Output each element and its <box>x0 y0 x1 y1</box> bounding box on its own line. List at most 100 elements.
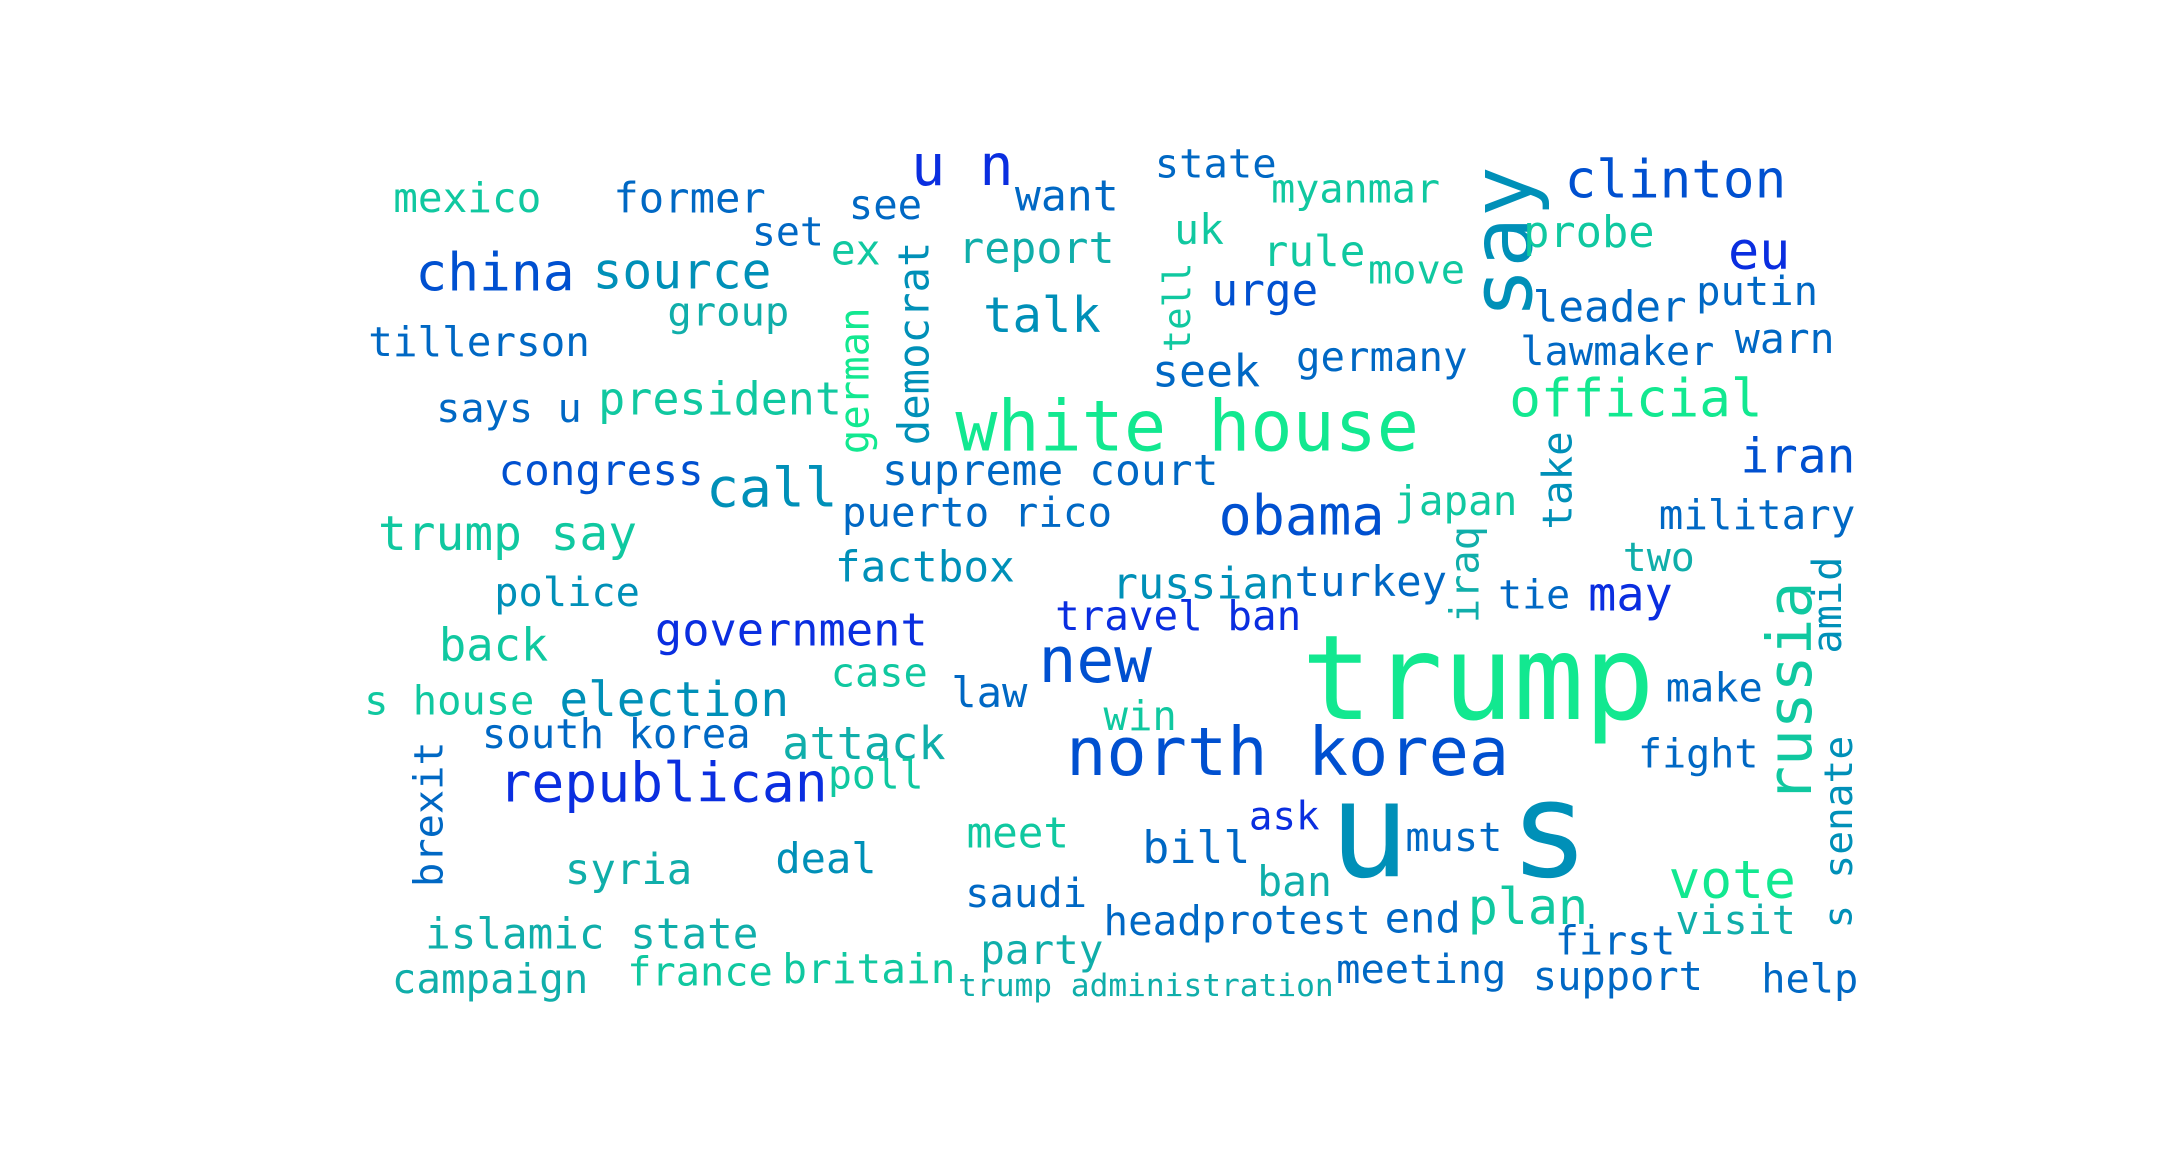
word: support <box>1533 952 1703 1000</box>
word: call <box>706 455 837 519</box>
word: u <box>1329 753 1409 908</box>
word: france <box>627 949 773 996</box>
word: tell <box>1155 262 1199 352</box>
word: deal <box>775 834 876 883</box>
word: mexico <box>393 174 541 222</box>
word: bill <box>1142 821 1250 874</box>
word: puerto rico <box>842 488 1112 536</box>
word: fight <box>1638 732 1758 778</box>
word: russia <box>1755 582 1826 803</box>
word: new <box>1038 624 1152 697</box>
word: clinton <box>1565 150 1787 211</box>
word: probe <box>1523 207 1655 258</box>
word: make <box>1666 665 1763 712</box>
word: case <box>831 649 928 696</box>
word: first <box>1555 919 1675 965</box>
word: former <box>613 174 765 223</box>
word: government <box>655 604 928 657</box>
word: north korea <box>1066 713 1509 791</box>
word: urge <box>1212 265 1319 316</box>
word: party <box>980 926 1103 974</box>
word: protest <box>1202 898 1371 944</box>
word: germany <box>1296 333 1467 381</box>
word: want <box>1015 172 1119 222</box>
word: republican <box>498 750 827 814</box>
word: iran <box>1740 429 1855 484</box>
word: democrat <box>889 242 938 446</box>
word: russian <box>1112 559 1295 609</box>
word: britain <box>782 945 955 993</box>
word: putin <box>1696 267 1818 315</box>
word: turkey <box>1295 557 1447 606</box>
word: factbox <box>835 543 1015 593</box>
word: uk <box>1174 206 1224 254</box>
word: help <box>1761 955 1858 1002</box>
word: ban <box>1257 858 1332 906</box>
word: win <box>1104 692 1177 740</box>
word: attack <box>782 717 945 770</box>
word: u n <box>911 133 1013 199</box>
word: iraq <box>1441 526 1488 623</box>
word: tie <box>1498 572 1570 618</box>
word: saudi <box>965 869 1087 917</box>
word: meeting <box>1336 945 1506 993</box>
word: two <box>1623 535 1695 581</box>
word: military <box>1659 491 1856 539</box>
word: tillerson <box>368 318 590 366</box>
word: eu <box>1728 222 1790 282</box>
word: plan <box>1468 878 1588 936</box>
word: report <box>958 224 1114 274</box>
word: law <box>951 668 1028 717</box>
word: obama <box>1218 484 1384 548</box>
word: visit <box>1675 898 1795 944</box>
word: trump <box>1302 610 1655 747</box>
word: lawmaker <box>1520 328 1714 375</box>
word: s house <box>364 677 534 725</box>
word: group <box>667 288 789 336</box>
word: white house <box>955 385 1419 467</box>
word: trump administration <box>958 968 1334 1004</box>
word: say <box>1453 166 1551 318</box>
word: may <box>1588 568 1673 622</box>
word: ask <box>1249 794 1320 839</box>
word: travel ban <box>1055 592 1301 640</box>
word: myanmar <box>1271 167 1440 213</box>
word: senate <box>1816 736 1862 879</box>
word: south korea <box>482 710 751 758</box>
word: back <box>439 619 548 672</box>
word: german <box>830 307 878 454</box>
word: end <box>1385 894 1461 943</box>
word: meet <box>966 809 1069 859</box>
word: poll <box>828 752 924 798</box>
word: s <box>1509 753 1589 908</box>
word: president <box>598 372 842 425</box>
word: warn <box>1735 315 1835 363</box>
word: china <box>415 242 574 303</box>
word: vote <box>1668 850 1795 911</box>
word: official <box>1509 368 1762 429</box>
word: take <box>1534 431 1582 529</box>
word: brexit <box>406 741 453 887</box>
word: state <box>1155 139 1277 187</box>
word: talk <box>983 287 1101 344</box>
word: amid <box>1804 557 1851 654</box>
word: congress <box>498 446 703 496</box>
word: source <box>593 242 772 300</box>
word: says u <box>436 385 582 432</box>
word: leader <box>1533 282 1687 332</box>
word: see <box>849 181 922 229</box>
word: supreme court <box>882 446 1219 496</box>
word: syria <box>565 845 692 894</box>
word: election <box>559 673 789 728</box>
word: seek <box>1152 345 1260 398</box>
word: japan <box>1394 477 1517 525</box>
word: trump say <box>378 507 637 562</box>
word: islamic state <box>425 910 758 960</box>
word: set <box>752 210 824 256</box>
word: campaign <box>392 955 589 1003</box>
word: s <box>1816 905 1861 929</box>
word: rule <box>1263 227 1366 277</box>
word: must <box>1405 814 1502 861</box>
word: ex <box>831 227 881 275</box>
